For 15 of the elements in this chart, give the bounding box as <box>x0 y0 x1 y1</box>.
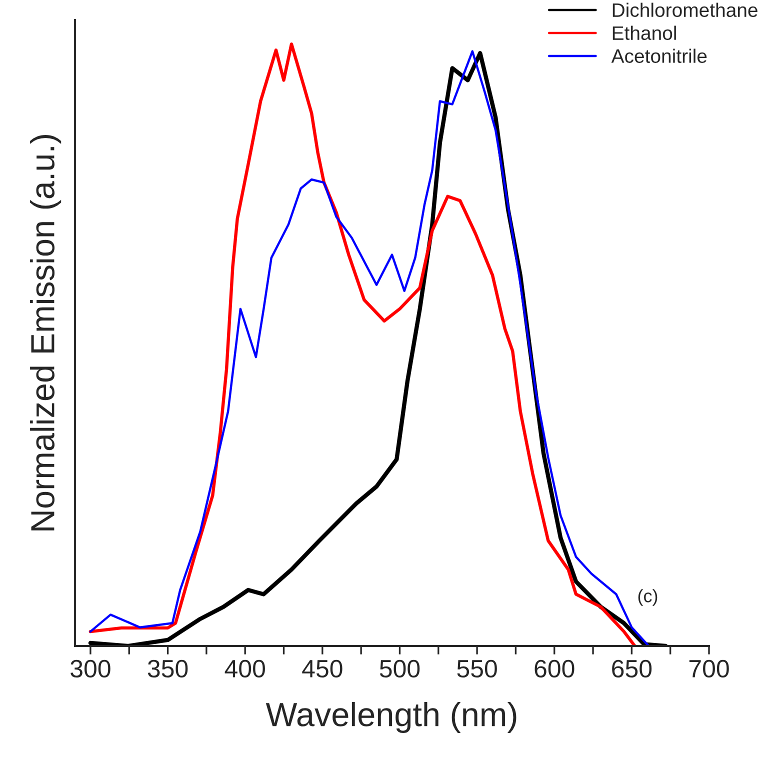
annotation: (c) <box>638 589 658 606</box>
x-tick-label: 450 <box>302 660 342 678</box>
x-tick-label: 700 <box>689 660 729 678</box>
x-tick-label: 650 <box>612 660 652 678</box>
x-tick-label: 500 <box>380 660 420 678</box>
y-axis-title: Normalized Emission (a.u.) <box>30 135 62 530</box>
legend-label: Acetonitrile <box>611 48 707 63</box>
x-tick-label: 300 <box>70 660 110 678</box>
x-tick-label: 550 <box>457 660 497 678</box>
x-tick-label: 350 <box>148 660 188 678</box>
legend-label: Dichloromethane <box>612 2 758 18</box>
x-axis-title: Wavelength (nm) <box>266 702 516 734</box>
legend-label: Ethanol <box>612 26 676 40</box>
x-tick-label: 600 <box>534 660 574 678</box>
x-tick-label: 400 <box>224 660 265 678</box>
